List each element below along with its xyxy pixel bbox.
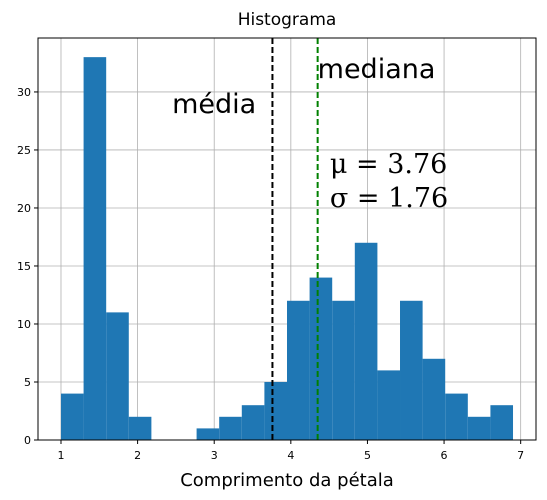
y-tick-label: 0 — [24, 434, 31, 447]
y-tick-label: 10 — [17, 318, 31, 331]
ticks: 1 2 3 4 5 6 7 0 5 10 15 20 25 30 — [17, 86, 524, 462]
annotations: média mediana μ = 3.76σ = 1.76 — [172, 54, 448, 214]
y-tick-label: 15 — [17, 260, 31, 273]
x-tick-label: 1 — [57, 449, 64, 462]
std-stat-text: σ = 1.76 — [330, 183, 448, 214]
mean-annotation: média — [172, 89, 256, 120]
histogram-bar — [83, 57, 107, 441]
histogram-bar — [196, 428, 220, 440]
x-tick-label: 6 — [441, 449, 448, 462]
y-tick-label: 5 — [24, 376, 31, 389]
mean-stat-text: μ = 3.76 — [330, 149, 447, 180]
histogram-bar — [264, 381, 287, 440]
histogram-bar — [332, 300, 355, 440]
histogram-bar — [287, 300, 310, 440]
chart-title: Histograma — [238, 10, 337, 30]
x-tick-label: 2 — [134, 449, 141, 462]
histogram-bar — [422, 358, 446, 440]
histogram-bar — [128, 416, 152, 440]
histogram-bar — [354, 242, 378, 440]
histogram-bar — [309, 277, 333, 440]
reference-lines — [271, 38, 319, 440]
grid — [38, 38, 536, 441]
histogram-bar — [241, 405, 265, 440]
y-tick-label: 25 — [17, 144, 31, 157]
x-tick-label: 4 — [287, 449, 294, 462]
x-tick-label: 5 — [364, 449, 371, 462]
histogram-bar — [377, 370, 401, 440]
y-tick-label: 30 — [17, 86, 31, 99]
histogram-bar — [106, 312, 129, 440]
histogram-bar — [400, 300, 423, 440]
bars — [60, 57, 514, 441]
x-tick-label: 3 — [211, 449, 218, 462]
median-annotation: mediana — [318, 54, 436, 85]
histogram-bar — [490, 405, 514, 440]
x-tick-label: 7 — [517, 449, 524, 462]
histogram-bar — [467, 416, 491, 440]
axes-frame — [37, 37, 537, 441]
histogram-bar — [445, 393, 468, 440]
histogram-bar — [219, 416, 242, 440]
x-axis-title: Comprimento da pétala — [180, 470, 394, 491]
histogram-bar — [60, 393, 84, 440]
axes — [37, 37, 537, 441]
y-tick-label: 20 — [17, 202, 31, 215]
